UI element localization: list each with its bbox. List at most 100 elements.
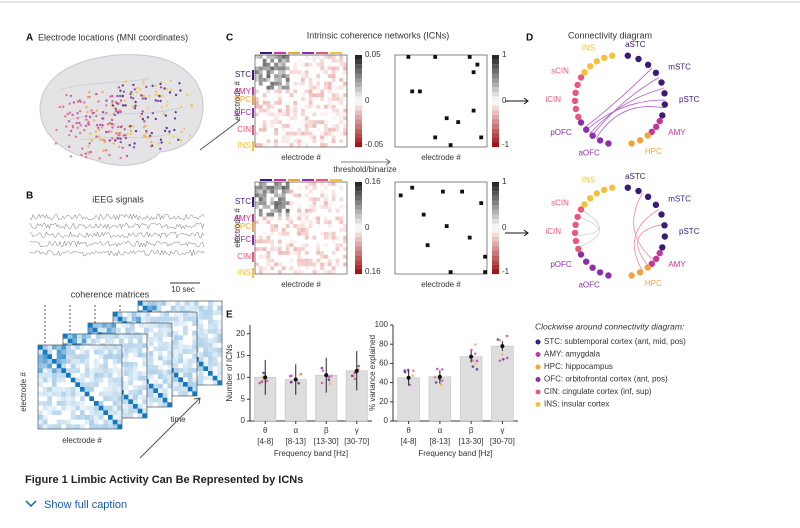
electrode — [169, 88, 173, 92]
cell — [117, 382, 122, 387]
cell — [274, 143, 278, 147]
cell — [42, 363, 48, 369]
cell — [192, 386, 197, 392]
cell — [217, 310, 222, 315]
cell — [47, 363, 52, 369]
electrode — [174, 111, 177, 114]
cell — [270, 212, 275, 217]
legend-text: HPC: hippocampus — [544, 362, 613, 371]
cell — [117, 401, 122, 406]
region-label: INS — [238, 141, 251, 150]
cell — [61, 373, 66, 378]
cell — [183, 391, 188, 396]
cell — [339, 101, 344, 105]
cell — [61, 349, 66, 355]
cell — [47, 368, 52, 373]
cell — [297, 127, 301, 132]
caption-toggle[interactable]: Show full caption — [25, 499, 127, 511]
cell — [198, 380, 204, 385]
cell — [198, 305, 204, 311]
electrode — [178, 82, 181, 85]
subject-dot — [298, 373, 302, 377]
cell — [84, 391, 90, 397]
electrode — [54, 142, 58, 145]
y-tick-label: 0 — [241, 416, 246, 425]
cell — [198, 357, 204, 362]
cell — [270, 185, 275, 190]
cell — [289, 127, 294, 132]
cell — [255, 262, 259, 267]
electrode — [119, 140, 123, 144]
cell — [301, 228, 305, 232]
cell — [301, 224, 305, 228]
cell — [266, 101, 271, 105]
electrode — [94, 130, 98, 133]
cell — [289, 135, 294, 140]
colorbar-label: 1 — [502, 177, 507, 186]
cell — [398, 193, 403, 198]
cell — [173, 312, 179, 317]
cell — [343, 66, 347, 71]
cell — [133, 376, 138, 381]
cell — [278, 185, 282, 190]
cell — [293, 224, 298, 228]
electrode — [105, 130, 108, 134]
electrode — [68, 102, 71, 105]
cell — [324, 262, 328, 267]
cell — [153, 383, 158, 389]
cell — [137, 348, 143, 353]
subtitle: coherence matrices — [71, 289, 150, 299]
cell — [117, 349, 122, 355]
cell — [293, 193, 298, 198]
colorbar — [355, 218, 362, 224]
colorbar — [355, 191, 362, 196]
cell — [425, 243, 430, 248]
colorbar — [355, 142, 362, 148]
toggle-text[interactable]: Show full caption — [44, 499, 127, 511]
colorbar — [492, 68, 499, 74]
cell — [320, 135, 324, 140]
colorbar — [355, 114, 362, 120]
cell — [183, 349, 188, 354]
cell — [410, 89, 415, 94]
electrode — [151, 144, 154, 147]
node — [596, 269, 604, 276]
electrode — [80, 153, 83, 157]
cell — [301, 62, 305, 67]
cell — [297, 266, 301, 271]
cell — [173, 377, 179, 382]
cell — [173, 330, 179, 336]
cell — [270, 104, 275, 109]
electrode — [133, 88, 136, 91]
cell — [212, 333, 218, 339]
cell — [255, 55, 259, 59]
cell — [320, 193, 324, 198]
cell — [331, 127, 336, 132]
cell — [70, 391, 76, 397]
cell — [281, 231, 286, 236]
cell — [66, 354, 71, 359]
electrode — [159, 138, 163, 141]
cell — [144, 323, 149, 328]
colorbar — [355, 110, 362, 115]
subject-dot — [474, 352, 477, 356]
electrode — [135, 90, 138, 94]
arrow — [341, 158, 391, 166]
electrode — [86, 110, 89, 114]
electrode — [173, 117, 177, 120]
node-label: HPC — [645, 147, 662, 156]
cell — [162, 369, 168, 375]
cell — [198, 324, 204, 329]
node-label: AMY — [668, 128, 686, 137]
electrode — [95, 123, 99, 127]
cell — [108, 424, 113, 429]
cell — [75, 391, 80, 397]
cell — [187, 316, 193, 322]
subject-dot — [288, 374, 292, 378]
cell — [117, 316, 123, 322]
cell — [80, 424, 85, 429]
cell — [147, 305, 152, 311]
cell — [281, 127, 286, 132]
electrode — [79, 110, 82, 113]
cell — [258, 108, 263, 113]
